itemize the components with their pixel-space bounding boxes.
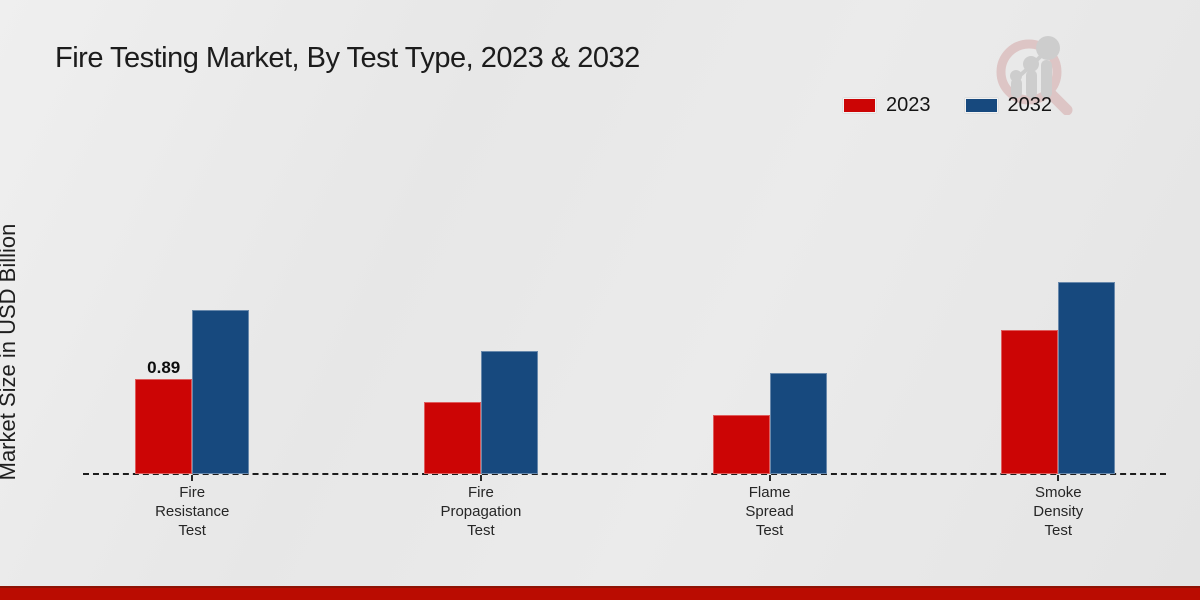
magnifier-chart-logo-icon (996, 36, 1073, 115)
legend-label-2023: 2023 (886, 94, 931, 116)
bar-2032-fire-propagation-test (480, 350, 538, 474)
category-label-flame-spread-test: Flame Spread Test (745, 484, 794, 539)
legend-item-2032: 2032 (964, 94, 1053, 117)
bar-2023-flame-spread-test (712, 415, 770, 474)
legend-swatch-2023 (843, 98, 876, 113)
chart-title: Fire Testing Market, By Test Type, 2023 … (55, 42, 640, 74)
legend-item-2023: 2023 (843, 94, 931, 117)
x-axis-tick (1057, 475, 1060, 481)
category-label-smoke-density-test: Smoke Density Test (1033, 484, 1084, 539)
bar-2023-fire-propagation-test (423, 402, 481, 474)
x-axis-tick (479, 475, 482, 481)
bar-2032-fire-resistance-test (192, 310, 250, 474)
bar-2023-smoke-density-test (1001, 329, 1059, 474)
category-label-fire-propagation-test: Fire Propagation Test (440, 484, 522, 539)
x-axis-baseline (83, 473, 1166, 475)
category-label-fire-resistance-test: Fire Resistance Test (155, 484, 230, 539)
legend: 2023 2032 (843, 94, 1052, 117)
bar-2032-flame-spread-test (769, 373, 827, 474)
bar-2023-fire-resistance-test (135, 378, 193, 474)
bar-value-label: 0.89 (147, 357, 181, 377)
x-axis-tick (191, 475, 194, 481)
x-axis-tick (768, 475, 771, 481)
bar-2032-smoke-density-test (1058, 282, 1116, 474)
legend-label-2032: 2032 (1007, 94, 1053, 116)
legend-swatch-2032 (964, 98, 998, 113)
footer-stripe (0, 586, 1200, 600)
